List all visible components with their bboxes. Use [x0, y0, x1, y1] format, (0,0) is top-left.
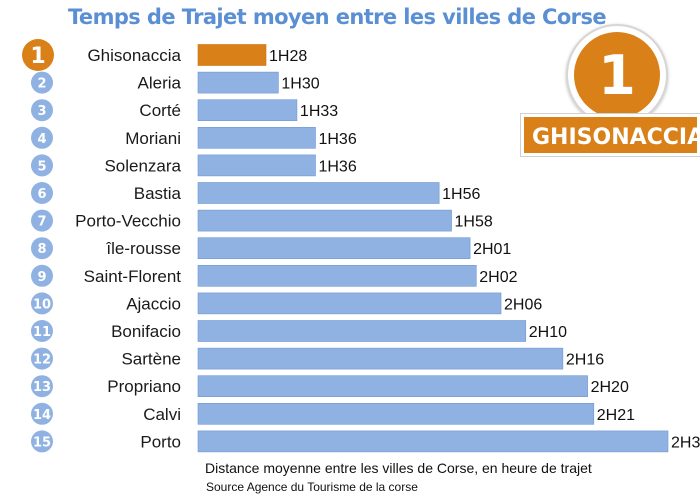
bar-value-label: 1H56: [442, 186, 480, 203]
bar-value-label: 1H58: [455, 214, 493, 231]
bar: [197, 99, 298, 121]
bar: [197, 292, 502, 315]
bar-value-label: 1H36: [318, 131, 356, 148]
rank-badge: [31, 292, 53, 315]
bar-value-label: 2H01: [473, 241, 511, 258]
rank-number: 8: [37, 242, 46, 257]
category-label: Saint-Florent: [84, 267, 182, 286]
rank-number: 12: [33, 353, 51, 368]
rank-badge: [31, 71, 53, 94]
category-label: Solenzara: [104, 156, 181, 175]
category-label: Porto-Vecchio: [75, 212, 181, 231]
rank-badge: [22, 39, 54, 71]
category-label: Aleria: [138, 74, 182, 93]
rank-number: 5: [37, 159, 46, 174]
bar-value-label: 2H06: [504, 296, 542, 313]
rank-number: 1: [30, 44, 45, 69]
category-label: île-rousse: [105, 239, 181, 258]
rank-badge: [31, 99, 53, 122]
bar: [197, 402, 595, 425]
rank-number: 7: [37, 215, 46, 230]
category-label: Bastia: [134, 184, 182, 203]
bar-value-label: 1H28: [269, 48, 307, 65]
rank-badge: [31, 237, 53, 260]
bar-value-label: 2H20: [591, 379, 629, 396]
bar-value-label: 2H10: [529, 324, 567, 341]
rank-badge: [31, 347, 53, 370]
rank-number: 11: [33, 325, 51, 340]
bar: [197, 182, 440, 204]
bar: [197, 347, 564, 370]
category-label: Corté: [139, 101, 181, 120]
rank-number: 9: [37, 270, 46, 285]
winner-rank-number: 1: [574, 32, 660, 118]
rank-badge: [31, 154, 53, 177]
category-label: Porto: [140, 432, 181, 451]
rank-badge: [31, 320, 53, 342]
chart-source: Source Agence du Tourisme de la corse: [206, 480, 418, 494]
category-label: Moriani: [125, 129, 181, 148]
bar: [197, 237, 471, 259]
bar-value-label: 2H33: [671, 434, 700, 451]
rank-badge: [31, 264, 53, 287]
bar: [197, 44, 267, 66]
bar-value-label: 2H21: [597, 407, 635, 424]
category-label: Ajaccio: [126, 294, 181, 313]
bar-value-label: 2H02: [479, 269, 517, 286]
rank-badge: [31, 182, 53, 204]
rank-number: 14: [33, 408, 51, 423]
category-label: Propriano: [107, 377, 181, 396]
rank-number: 13: [33, 380, 51, 395]
winner-rank-badge: 1: [566, 24, 668, 126]
rank-number: 4: [37, 132, 46, 147]
bar-value-label: 1H33: [300, 103, 338, 120]
category-label: Ghisonaccia: [87, 46, 181, 65]
bar-value-label: 2H16: [566, 352, 604, 369]
rank-number: 15: [33, 435, 51, 450]
bar-value-label: 1H30: [281, 76, 319, 93]
bar: [197, 209, 452, 232]
bar: [197, 375, 588, 398]
rank-number: 10: [33, 297, 51, 312]
rank-number: 3: [37, 104, 46, 119]
bar: [197, 430, 669, 453]
bar: [197, 264, 477, 287]
rank-number: 6: [37, 187, 46, 202]
rank-badge: [31, 430, 53, 453]
chart-title: Temps de Trajet moyen entre les villes d…: [68, 5, 607, 29]
rank-badge: [31, 209, 53, 232]
rank-badge: [31, 402, 53, 425]
winner-name-banner: GHISONACCIA: [521, 114, 700, 156]
category-label: Calvi: [143, 405, 181, 424]
bar: [197, 154, 316, 177]
bar: [197, 127, 316, 149]
rank-number: 2: [37, 77, 46, 92]
bar: [197, 320, 527, 342]
category-label: Sartène: [121, 350, 181, 369]
rank-badge: [31, 126, 53, 149]
rank-badge: [31, 375, 53, 398]
bar-value-label: 1H36: [318, 158, 356, 175]
bar: [197, 71, 279, 94]
category-label: Bonifacio: [111, 322, 181, 341]
chart-caption: Distance moyenne entre les villes de Cor…: [205, 460, 592, 476]
